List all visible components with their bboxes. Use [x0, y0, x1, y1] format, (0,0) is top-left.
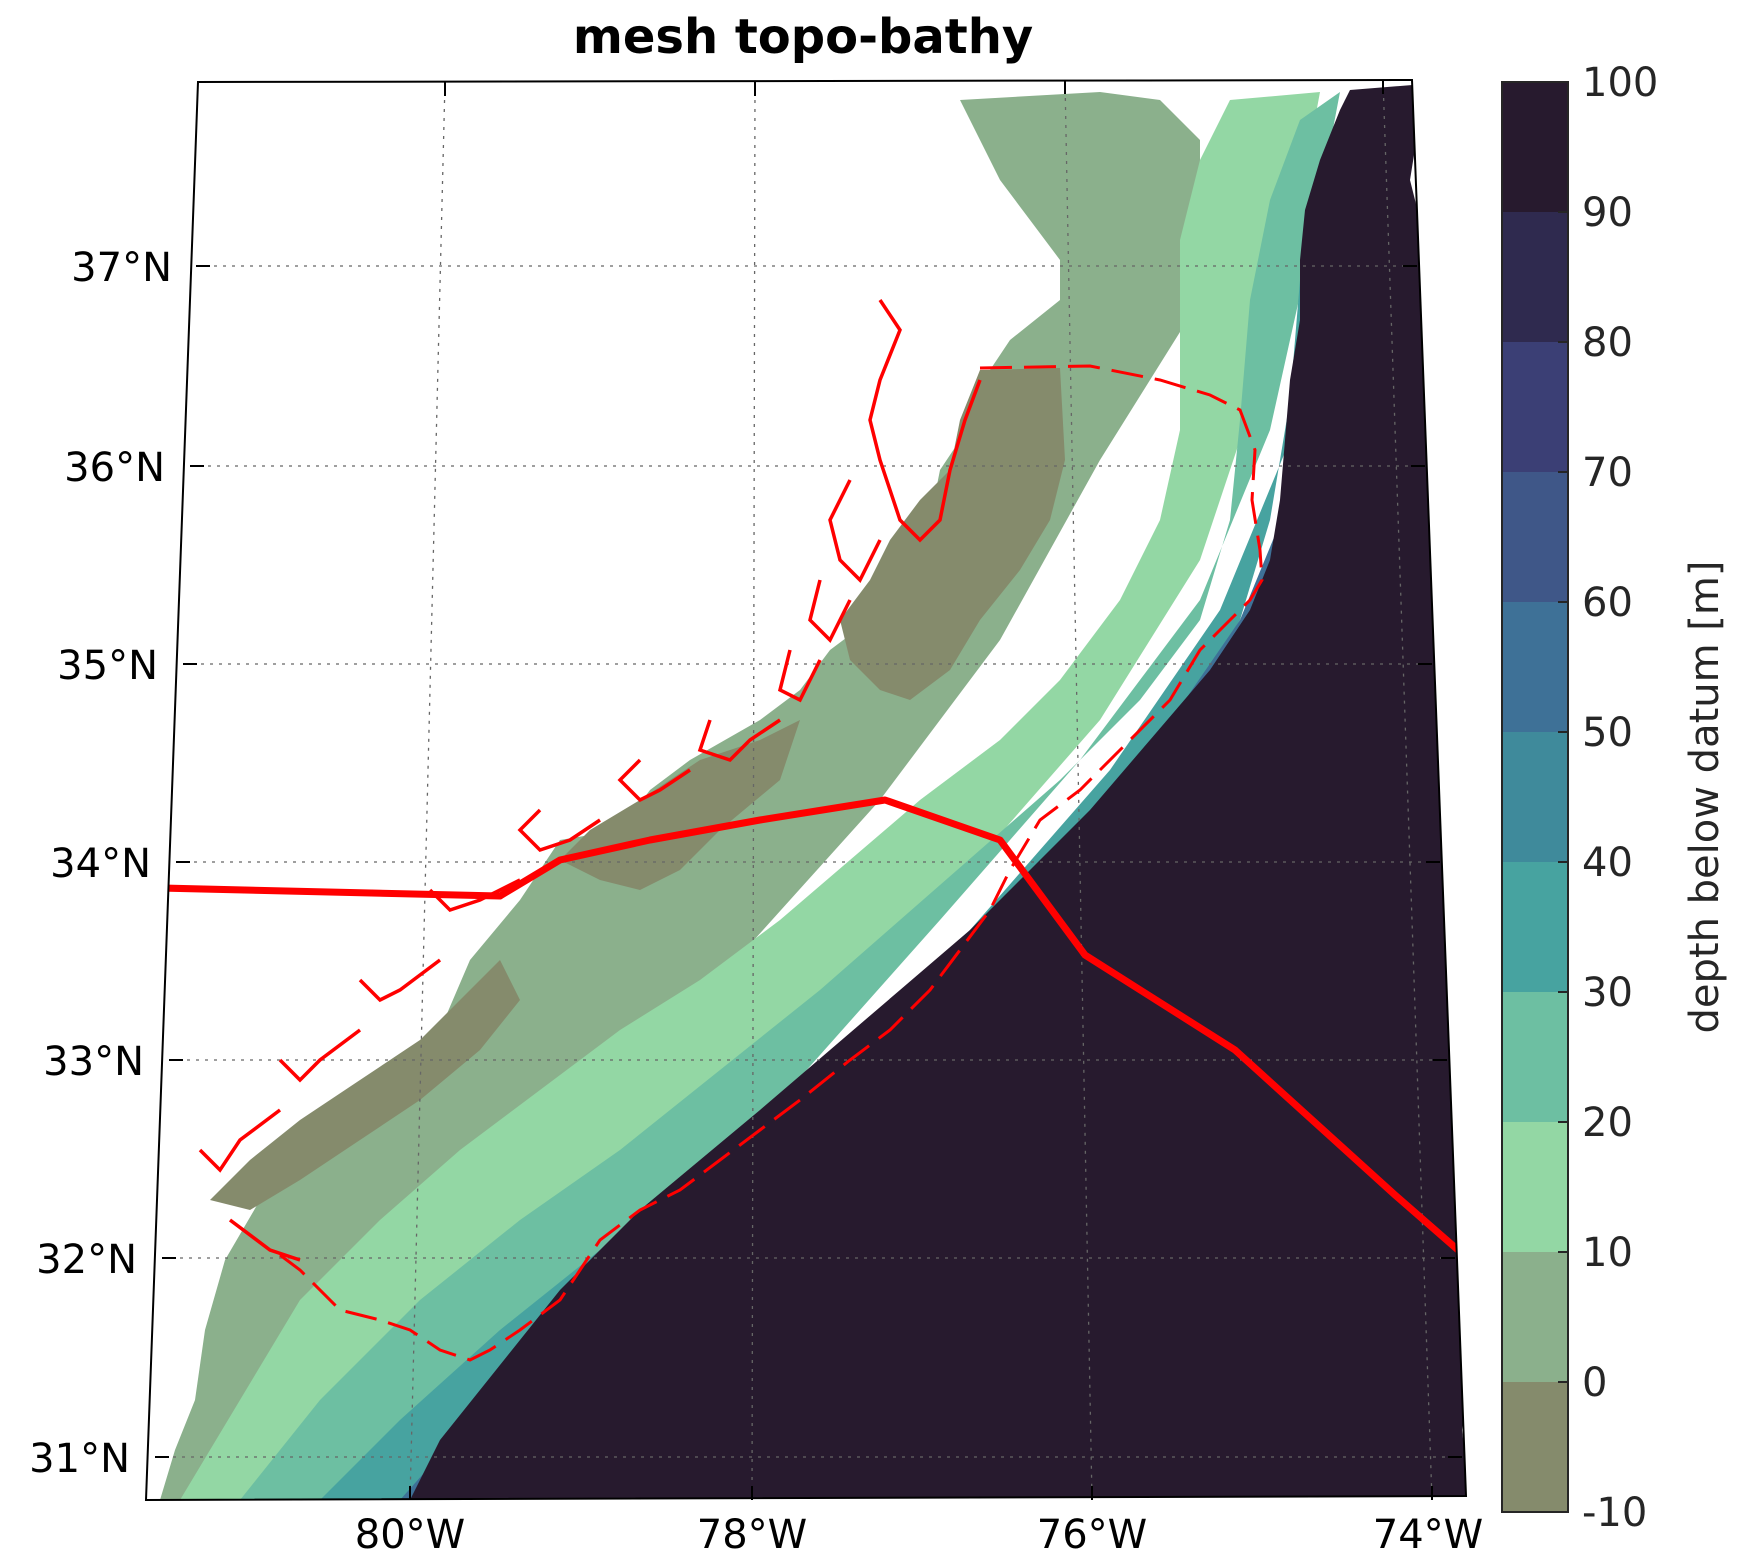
colorbar-frame — [1501, 81, 1569, 1513]
shelf-band-10-20 — [180, 92, 1320, 1500]
lon-label: 74°W — [1373, 1512, 1483, 1558]
colorbar-swatch — [1502, 1252, 1568, 1383]
lat-label: 36°N — [64, 445, 165, 491]
colorbar-swatch — [1502, 862, 1568, 993]
colorbar-tick-label: 50 — [1582, 710, 1633, 756]
colorbar-label: depth below datum [m] — [1682, 561, 1728, 1034]
lat-label: 37°N — [71, 245, 172, 291]
track-lines — [156, 796, 1462, 1254]
longitude-labels: 80°W 78°W 76°W 74°W — [355, 1512, 1483, 1558]
lon-label: 80°W — [355, 1512, 465, 1558]
colorbar-tick-label: 100 — [1582, 60, 1658, 106]
colorbar-swatch — [1502, 992, 1568, 1123]
graticule — [155, 80, 1462, 1500]
lon-label: 76°W — [1037, 1512, 1147, 1558]
lat-label: 33°N — [43, 1039, 144, 1085]
land-patch-sounds — [840, 368, 1065, 700]
track-main — [496, 796, 1462, 1254]
lat-label: 32°N — [36, 1237, 137, 1283]
colorbar-swatch — [1502, 82, 1568, 213]
frame-ticks — [155, 80, 1462, 1500]
colorbar-swatch — [1502, 472, 1568, 603]
colorbar-swatch — [1502, 212, 1568, 343]
colorbar-tick-label: 40 — [1582, 840, 1633, 886]
land-patch-south — [210, 960, 520, 1210]
colorbar-swatch — [1502, 1122, 1568, 1253]
colorbar-tick-label: 20 — [1582, 1100, 1633, 1146]
colorbar-swatches — [1502, 82, 1568, 1513]
lat-label: 35°N — [57, 643, 158, 689]
colorbar-tick-label: 70 — [1582, 450, 1633, 496]
colorbar-tick-label: 10 — [1582, 1230, 1633, 1276]
coastline-contour — [198, 299, 982, 1262]
lat-label: 34°N — [50, 841, 151, 887]
colorbar-tick-label: 90 — [1582, 190, 1633, 236]
lon-label: 78°W — [697, 1512, 807, 1558]
colorbar-swatch — [1502, 1382, 1568, 1513]
colorbar-swatch — [1502, 602, 1568, 733]
map-area — [146, 80, 1466, 1500]
colorbar-tick-label: 60 — [1582, 580, 1633, 626]
dashed-boundary-contour — [279, 364, 1264, 1362]
colorbar-tick-label: 30 — [1582, 970, 1633, 1016]
map-title: mesh topo-bathy — [573, 9, 1033, 65]
colorbar-swatch — [1502, 732, 1568, 863]
lat-label: 31°N — [29, 1436, 130, 1482]
colorbar-tick-label: 0 — [1582, 1360, 1607, 1406]
latitude-labels: 37°N 36°N 35°N 34°N 33°N 32°N 31°N — [29, 245, 172, 1482]
colorbar-swatch — [1502, 342, 1568, 473]
colorbar-tick-label: -10 — [1582, 1490, 1647, 1536]
track-west — [156, 884, 504, 900]
colorbar-tick-label: 80 — [1582, 320, 1633, 366]
map-frame — [144, 78, 1468, 1502]
deep-ocean — [410, 84, 1466, 1500]
